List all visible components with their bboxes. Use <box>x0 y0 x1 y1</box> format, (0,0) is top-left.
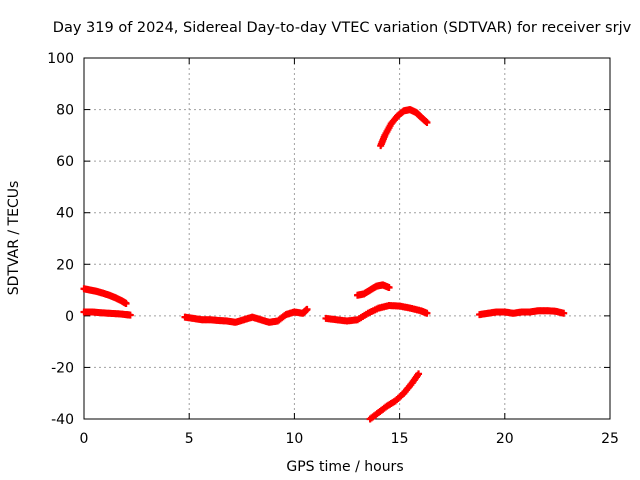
data-point <box>560 309 568 317</box>
series-arc-5 <box>354 281 393 299</box>
series-arc-6 <box>377 106 431 150</box>
x-tick-label: 15 <box>391 431 409 447</box>
series-arc-4 <box>322 302 431 325</box>
x-tick-label: 25 <box>601 431 619 447</box>
series-arc-1 <box>80 285 130 307</box>
series-arc-8 <box>476 307 568 319</box>
plot-frame <box>83 57 611 420</box>
data-point <box>126 311 134 319</box>
series-arc-3 <box>181 305 311 326</box>
axis-ticks: 0 5 10 15 20 25 -40 -20 0 20 40 60 80 100 <box>47 51 619 447</box>
y-tick-label: 0 <box>65 309 74 325</box>
x-tick-label: 10 <box>285 431 303 447</box>
data-point <box>303 305 311 313</box>
y-tick-label: 80 <box>56 103 74 119</box>
data-point <box>415 370 423 378</box>
data-point <box>122 299 130 307</box>
y-axis-label: SDTVAR / TECUs <box>6 181 22 296</box>
series-arc-2 <box>80 308 134 319</box>
x-axis-label: GPS time / hours <box>286 459 403 475</box>
x-tick-label: 5 <box>185 431 194 447</box>
data-point <box>423 309 431 317</box>
y-tick-label: 40 <box>56 206 74 222</box>
y-tick-label: 20 <box>56 257 74 273</box>
y-tick-label: -20 <box>51 360 74 376</box>
y-tick-label: 60 <box>56 154 74 170</box>
y-tick-label: -40 <box>51 412 74 428</box>
grid-lines <box>84 58 610 419</box>
data-points <box>80 106 568 423</box>
chart-title: Day 319 of 2024, Sidereal Day-to-day VTE… <box>53 20 632 36</box>
x-tick-label: 0 <box>80 431 89 447</box>
data-point <box>423 118 431 126</box>
y-tick-label: 100 <box>47 51 74 67</box>
x-tick-label: 20 <box>496 431 514 447</box>
series-arc-7 <box>366 370 423 423</box>
data-point <box>385 283 393 291</box>
